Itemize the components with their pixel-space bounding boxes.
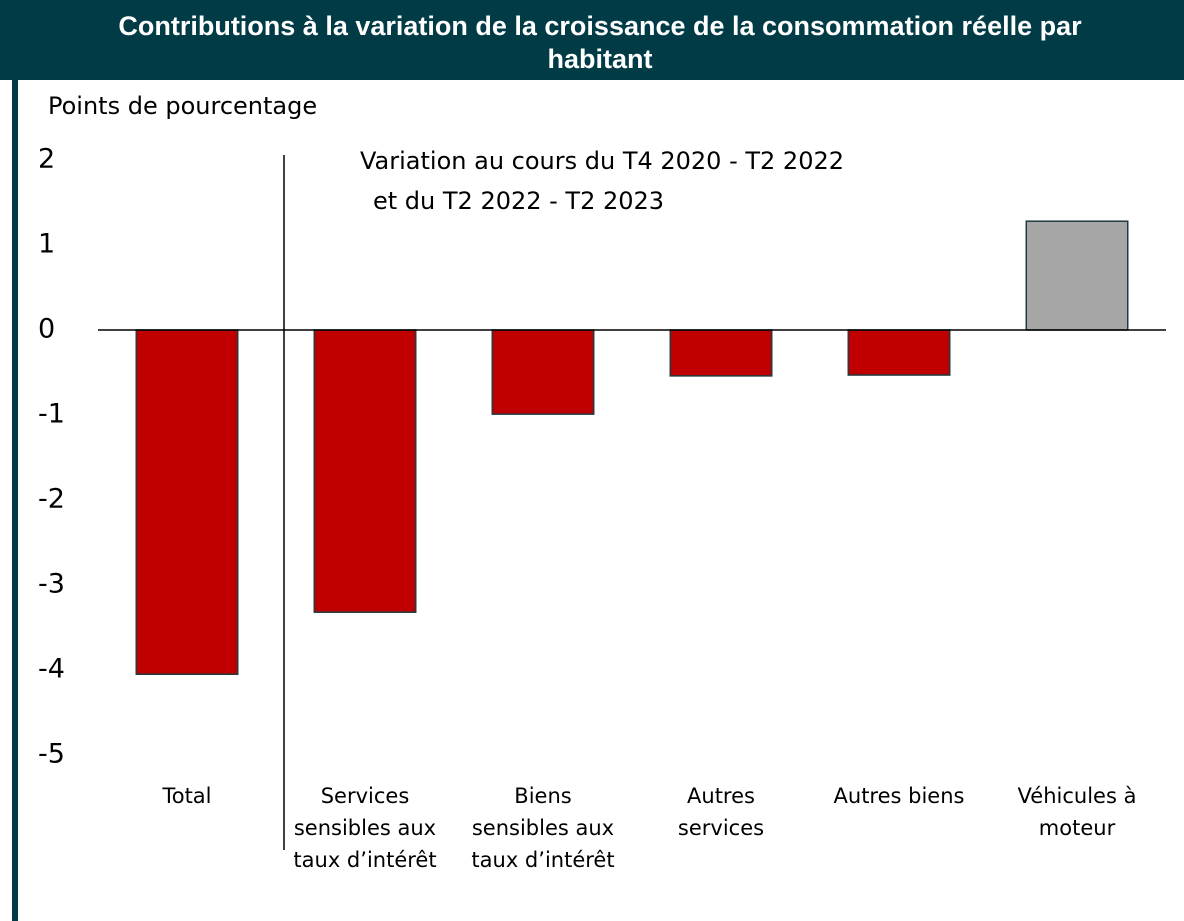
x-tick-label: Autres biens: [834, 784, 965, 808]
y-tick-label: -1: [38, 399, 65, 430]
y-tick-label: -3: [38, 569, 65, 600]
bar: [491, 329, 595, 415]
chart-title: Contributions à la variation de la crois…: [118, 11, 1082, 41]
y-tick-label: -5: [38, 739, 65, 770]
x-tick-label: sensibles aux: [294, 816, 436, 840]
annotation: Variation au cours du T4 2020 - T2 2022: [360, 147, 844, 175]
x-tick-label: Services: [321, 784, 410, 808]
left-border: [12, 0, 18, 921]
y-tick-label: -4: [38, 654, 65, 685]
bar: [1025, 220, 1129, 331]
x-tick-label: sensibles aux: [472, 816, 614, 840]
x-tick-label: Total: [161, 784, 211, 808]
y-tick-label: -2: [38, 484, 65, 515]
bar: [135, 329, 239, 675]
x-tick-label: Véhicules à: [1018, 784, 1137, 808]
bar: [669, 329, 773, 377]
bar: [847, 329, 951, 376]
y-axis-label: Points de pourcentage: [48, 92, 317, 120]
annotation: et du T2 2022 - T2 2023: [373, 187, 664, 215]
x-tick-label: taux d’intérêt: [293, 848, 436, 872]
x-tick-label: moteur: [1039, 816, 1116, 840]
x-tick-label: Autres: [687, 784, 755, 808]
x-tick-label: taux d’intérêt: [471, 848, 614, 872]
y-tick-label: 2: [38, 144, 55, 175]
bar: [313, 329, 417, 613]
x-tick-label: Biens: [514, 784, 571, 808]
x-tick-label: services: [678, 816, 764, 840]
chart-title: habitant: [548, 44, 653, 74]
y-tick-label: 0: [38, 314, 55, 345]
y-tick-label: 1: [38, 229, 55, 260]
header: [0, 0, 1184, 80]
